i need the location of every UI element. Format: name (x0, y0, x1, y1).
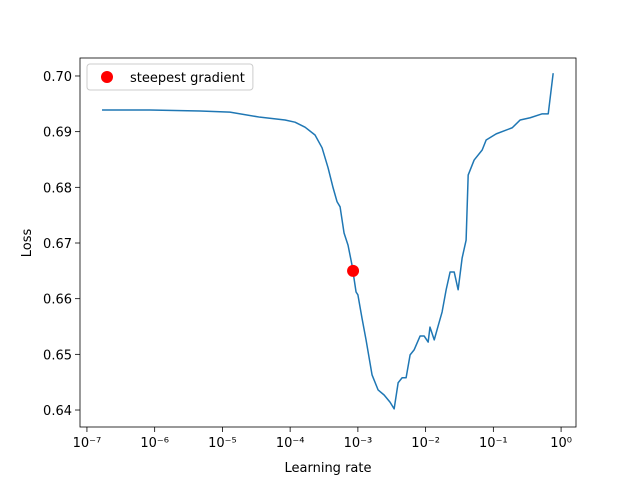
x-axis-label: Learning rate (285, 461, 372, 476)
y-tick-label: 0.70 (43, 70, 72, 85)
y-tick-label: 0.64 (43, 404, 72, 419)
y-tick-label: 0.66 (43, 293, 72, 308)
legend-box (86, 63, 254, 91)
legend-marker (101, 71, 113, 83)
marker-point (347, 264, 360, 277)
x-tick-label: 10⁰ (550, 436, 572, 451)
loss-line (102, 73, 554, 410)
x-tick-label: 10⁻⁵ (208, 436, 237, 451)
x-tick-label: 10⁻³ (344, 436, 373, 451)
y-tick-label: 0.65 (43, 348, 72, 363)
legend-label: steepest gradient (130, 71, 245, 86)
x-tick-label: 10⁻² (411, 436, 440, 451)
x-tick-label: 10⁻⁶ (140, 436, 169, 451)
y-axis-label: Loss (20, 229, 35, 258)
x-tick-label: 10⁻⁷ (73, 436, 102, 451)
x-tick-label: 10⁻⁴ (276, 436, 305, 451)
plot-frame (79, 57, 577, 428)
y-tick-label: 0.68 (43, 181, 72, 196)
y-tick-label: 0.69 (43, 126, 72, 141)
y-tick-label: 0.67 (43, 237, 72, 252)
x-tick-label: 10⁻¹ (479, 436, 508, 451)
